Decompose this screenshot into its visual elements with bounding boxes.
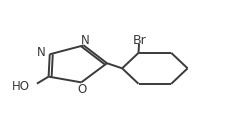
Text: Br: Br bbox=[133, 34, 147, 47]
Text: N: N bbox=[36, 46, 45, 59]
Text: HO: HO bbox=[12, 80, 30, 93]
Text: N: N bbox=[80, 34, 89, 47]
Text: O: O bbox=[78, 83, 87, 96]
